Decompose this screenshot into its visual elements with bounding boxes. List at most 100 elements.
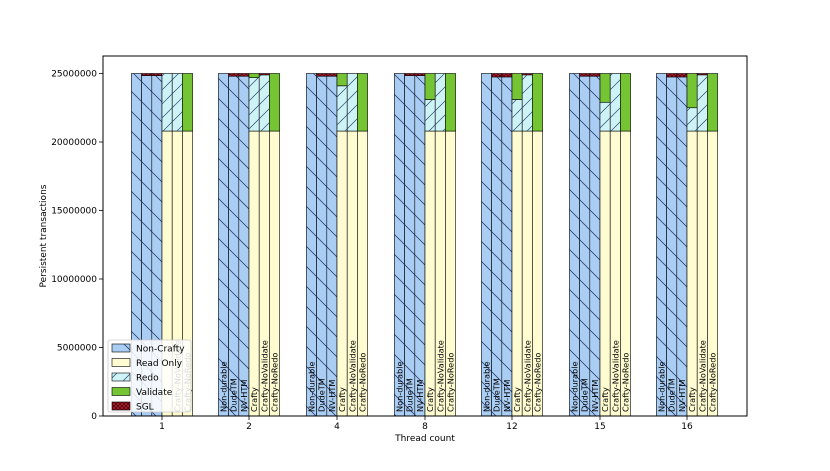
bar-label-12-nv-htm: NV-HTM bbox=[502, 380, 512, 412]
bar-label-8-crafty: Crafty bbox=[425, 387, 435, 412]
y-tick-label: 25000000 bbox=[51, 70, 97, 80]
bar-label-12-dudetm: DudeTM bbox=[492, 378, 502, 412]
bar-2-dudetm-sgl-hatch bbox=[228, 73, 239, 77]
bar-label-16-non-durable: Non-durable bbox=[657, 361, 667, 412]
bar-2-crafty-novalidate-sgl-hatch bbox=[259, 73, 270, 75]
bar-4-crafty-validate bbox=[336, 73, 348, 87]
x-axis: 1 2 4 8 12 15 16 bbox=[159, 416, 693, 432]
bar-label-15-non-durable: Non-durable bbox=[570, 361, 580, 412]
legend-label-validate: Validate bbox=[136, 388, 173, 398]
bar-15-crafty-read-only bbox=[599, 130, 611, 417]
bar-12-nv-htm-sgl-hatch bbox=[501, 73, 512, 77]
bar-1-crafty-redo-hatch bbox=[162, 73, 173, 132]
bar-1-non-durable-non-crafty-hatch bbox=[131, 73, 142, 416]
bar-8-nv-htm-sgl-hatch bbox=[414, 73, 425, 76]
bar-2-crafty-novalidate-redo-hatch bbox=[259, 74, 270, 132]
legend-label-non-crafty: Non-Crafty bbox=[136, 345, 185, 355]
bar-label-4-crafty-noredo: Crafty-NoRedo bbox=[358, 353, 368, 412]
bar-15-crafty-noredo-validate bbox=[620, 73, 631, 132]
bar-label-8-nv-htm: NV-HTM bbox=[415, 380, 425, 412]
bar-label-16-crafty-novalidate: Crafty-NoValidate bbox=[697, 340, 707, 412]
x-tick-label: 8 bbox=[422, 422, 428, 432]
bar-16-crafty-validate bbox=[686, 73, 698, 109]
legend-label-redo: Redo bbox=[136, 374, 159, 384]
y-tick-label: 10000000 bbox=[51, 275, 97, 285]
bar-2-crafty-read-only bbox=[248, 130, 260, 417]
bar-12-crafty-novalidate-sgl-hatch bbox=[522, 73, 533, 75]
x-tick-label: 1 bbox=[159, 422, 165, 432]
bar-12-crafty-noredo-validate bbox=[532, 73, 543, 132]
x-tick-label: 4 bbox=[334, 422, 340, 432]
bar-1-crafty-noredo-validate bbox=[182, 73, 193, 132]
x-tick-label: 12 bbox=[506, 422, 517, 432]
bar-12-dudetm-sgl-hatch bbox=[491, 73, 502, 77]
x-axis-label: Thread count bbox=[394, 434, 455, 444]
bar-label-16-nv-htm: NV-HTM bbox=[677, 380, 687, 412]
bar-16-dudetm-non-crafty-hatch bbox=[666, 76, 677, 417]
legend-swatch-redo-hatch bbox=[112, 373, 130, 381]
bar-8-crafty-validate bbox=[424, 73, 436, 100]
bar-16-crafty-noredo-validate bbox=[707, 73, 718, 132]
legend-label-read-only: Read Only bbox=[136, 359, 183, 369]
y-tick-label: 20000000 bbox=[51, 138, 97, 148]
bar-1-nv-htm-sgl-hatch bbox=[151, 73, 162, 76]
bar-label-8-crafty-noredo: Crafty-NoRedo bbox=[446, 353, 456, 412]
bar-1-nv-htm-non-crafty-hatch bbox=[151, 75, 162, 417]
legend-swatch-validate bbox=[111, 387, 131, 396]
bar-15-nv-htm-sgl-hatch bbox=[589, 73, 600, 77]
bar-16-nv-htm-sgl-hatch bbox=[676, 73, 687, 77]
bar-8-dudetm-sgl-hatch bbox=[404, 73, 415, 76]
bar-8-crafty-read-only bbox=[424, 130, 436, 417]
bar-4-dudetm-non-crafty-hatch bbox=[316, 76, 327, 417]
bar-15-crafty-novalidate-redo-hatch bbox=[610, 73, 621, 132]
x-tick-label: 16 bbox=[681, 422, 693, 432]
bar-16-crafty-redo-hatch bbox=[687, 107, 698, 132]
x-tick-label: 15 bbox=[594, 422, 605, 432]
legend-swatch-read-only bbox=[111, 358, 131, 367]
bar-2-nv-htm-sgl-hatch bbox=[238, 73, 249, 77]
bar-4-crafty-redo-hatch bbox=[337, 85, 348, 132]
bar-15-dudetm-non-crafty-hatch bbox=[579, 76, 590, 417]
bar-12-crafty-read-only bbox=[511, 130, 523, 417]
bar-16-dudetm-sgl-hatch bbox=[666, 73, 677, 77]
y-tick-label: 5000000 bbox=[57, 344, 97, 354]
bar-4-crafty-read-only bbox=[336, 130, 348, 417]
bar-15-dudetm-sgl-hatch bbox=[579, 73, 590, 77]
bar-label-15-dudetm: DudeTM bbox=[580, 378, 590, 412]
bar-1-dudetm-sgl-hatch bbox=[141, 73, 152, 76]
bar-label-15-nv-htm: NV-HTM bbox=[590, 380, 600, 412]
bar-label-2-dudetm: DudeTM bbox=[229, 378, 239, 412]
bar-label-2-nv-htm: NV-HTM bbox=[239, 380, 249, 412]
bar-label-12-non-durable: Non-durable bbox=[482, 361, 492, 412]
bar-12-non-durable-non-crafty-hatch bbox=[481, 73, 492, 416]
bar-label-16-dudetm: DudeTM bbox=[667, 378, 677, 412]
bar-label-4-non-durable: Non-durable bbox=[307, 361, 317, 412]
bar-label-16-crafty-noredo: Crafty-NoRedo bbox=[708, 353, 718, 412]
bar-12-dudetm-non-crafty-hatch bbox=[491, 76, 502, 417]
bar-4-dudetm-sgl-hatch bbox=[316, 73, 327, 77]
y-axis-label: Persistent transactions bbox=[39, 184, 49, 287]
bar-2-crafty-validate bbox=[248, 73, 260, 78]
bar-label-4-crafty-novalidate: Crafty-NoValidate bbox=[347, 340, 357, 412]
bar-16-crafty-read-only bbox=[686, 130, 698, 417]
bar-8-non-durable-non-crafty-hatch bbox=[394, 73, 405, 416]
bar-label-12-crafty-noredo: Crafty-NoRedo bbox=[533, 353, 543, 412]
bar-12-crafty-validate bbox=[511, 73, 523, 100]
bar-16-non-durable-non-crafty-hatch bbox=[656, 73, 667, 416]
x-tick-label: 2 bbox=[246, 422, 252, 432]
bar-label-15-crafty-novalidate: Crafty-NoValidate bbox=[610, 340, 620, 412]
bar-label-12-crafty-novalidate: Crafty-NoValidate bbox=[522, 340, 532, 412]
y-axis: 0 5000000 10000000 15000000 20000000 25000000 bbox=[51, 70, 103, 422]
bar-4-non-durable-non-crafty-hatch bbox=[306, 73, 317, 416]
bar-label-4-nv-htm: NV-HTM bbox=[327, 380, 337, 412]
legend-label-sgl: SGL bbox=[136, 403, 154, 413]
bar-8-dudetm-non-crafty-hatch bbox=[404, 75, 415, 417]
bar-8-crafty-noredo-validate bbox=[445, 73, 456, 132]
bar-label-2-crafty-novalidate: Crafty-NoValidate bbox=[259, 340, 269, 412]
bar-label-2-crafty-noredo: Crafty-NoRedo bbox=[270, 353, 280, 412]
bar-2-nv-htm-non-crafty-hatch bbox=[238, 76, 249, 417]
bar-8-nv-htm-non-crafty-hatch bbox=[414, 75, 425, 417]
bar-15-crafty-redo-hatch bbox=[600, 102, 611, 132]
